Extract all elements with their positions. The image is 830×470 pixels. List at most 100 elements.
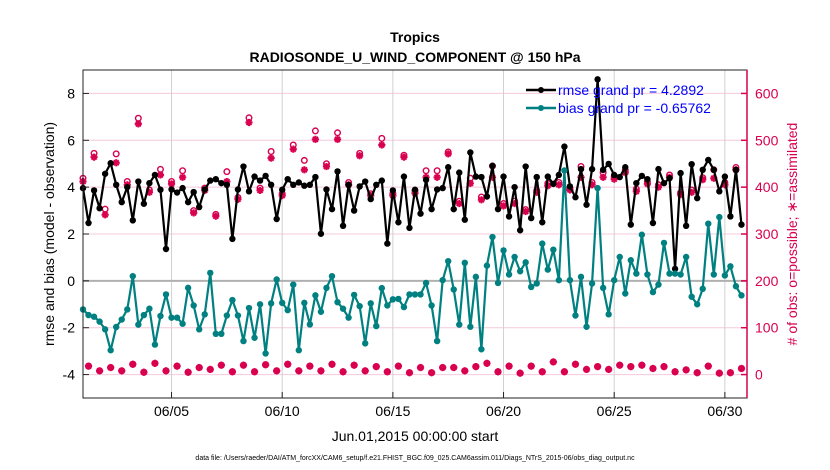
rmse-point [151,171,159,179]
rmse-point [439,184,446,192]
obs-assimilated-marker [333,135,342,143]
bias-point [622,290,629,297]
obs-assimilated-marker [394,362,402,370]
obs-assimilated-marker [549,358,557,366]
bias-point [516,268,524,275]
bias-point [201,311,208,318]
obs-assimilated-marker [483,359,491,367]
obs-assimilated-marker [499,202,508,210]
y-tick-label: 6 [67,132,75,148]
rmse-point [118,198,125,206]
y-right-tick-label: 600 [755,85,779,101]
rmse-point [583,201,590,208]
rmse-point [251,173,258,180]
rmse-point [588,165,596,173]
obs-assimilated-marker [461,367,469,375]
rmse-point [649,219,657,227]
rmse-point [494,205,502,213]
bias-point [345,314,352,321]
bias-point [577,273,585,281]
obs-assimilated-marker [256,186,264,195]
rmse-point [295,179,302,186]
obs-possible-marker [101,205,109,213]
obs-assimilated-marker [284,360,292,368]
obs-assimilated-marker [439,363,447,372]
rmse-point [561,143,568,150]
obs-assimilated-marker [477,196,485,204]
rmse-point [594,76,601,83]
rmse-point [113,181,120,188]
y-tick-label: -2 [63,320,76,336]
rmse-point [196,203,203,211]
bias-point [306,321,314,328]
bias-point [494,279,502,287]
obs-assimilated-marker [239,361,248,369]
obs-assimilated-marker [693,369,701,377]
bias-point [649,288,657,296]
rmse-point [384,240,391,247]
x-tick-label: 06/20 [486,403,521,419]
rmse-point [262,172,269,180]
y-axis-label: rmse and bias (model - observation) [41,122,57,346]
y-tick-label: 0 [67,273,75,289]
obs-assimilated-marker [378,141,386,149]
bias-point [445,257,452,265]
bias-point [212,330,219,338]
bias-point [533,280,540,287]
rmse-point [184,198,192,206]
obs-assimilated-marker [262,361,270,369]
bias-point [671,270,679,277]
rmse-point [373,181,380,188]
bias-point [362,340,369,347]
obs-possible-marker [300,156,308,164]
obs-assimilated-marker [339,368,347,376]
bias-point [461,259,468,267]
rmse-point [406,224,413,232]
bias-point [107,347,114,354]
obs-assimilated-marker [616,361,624,369]
obs-assimilated-marker [140,368,148,376]
obs-assimilated-marker [599,173,607,181]
bias-point [483,262,491,269]
bias-point [550,246,557,253]
rmse-point [107,160,114,167]
y-tick-label: -4 [63,367,76,383]
rmse-point [666,175,673,182]
obs-assimilated-marker [715,369,723,377]
bias-point [207,269,214,277]
rmse-point [710,166,717,174]
rmse-point [450,205,457,213]
rmse-point [627,221,634,228]
bias-point [284,306,291,314]
obs-assimilated-marker [649,364,657,373]
bias-point [406,291,413,298]
y-axis-left: -4 -2 0 2 4 6 8 [63,85,89,383]
rmse-point [267,181,275,188]
rmse-point [356,183,363,190]
bias-point [151,341,159,348]
rmse-point [461,216,468,223]
bias-point [96,318,103,325]
bias-point [196,326,203,333]
legend-rmse-marker [538,87,544,93]
bias-point [611,276,618,284]
rmse-point [240,163,247,170]
bias-point [317,308,325,315]
bias-point [450,286,457,293]
rmse-point [411,186,419,193]
bias-point [472,273,480,281]
bias-point [190,302,197,309]
rmse-point [533,173,540,181]
obs-assimilated-marker [383,368,391,376]
bias-point [262,350,269,357]
rmse-point [157,186,164,193]
bias-point [682,253,690,261]
legend: rmse grand pr = 4.2892 bias grand pr = -… [526,82,711,116]
rmse-point [500,173,507,180]
rmse-point [528,214,535,222]
bias-point [356,302,363,310]
bias-point [572,312,579,319]
obs-assimilated-marker [356,152,364,160]
bias-point [694,301,701,308]
bias-point [223,312,231,319]
